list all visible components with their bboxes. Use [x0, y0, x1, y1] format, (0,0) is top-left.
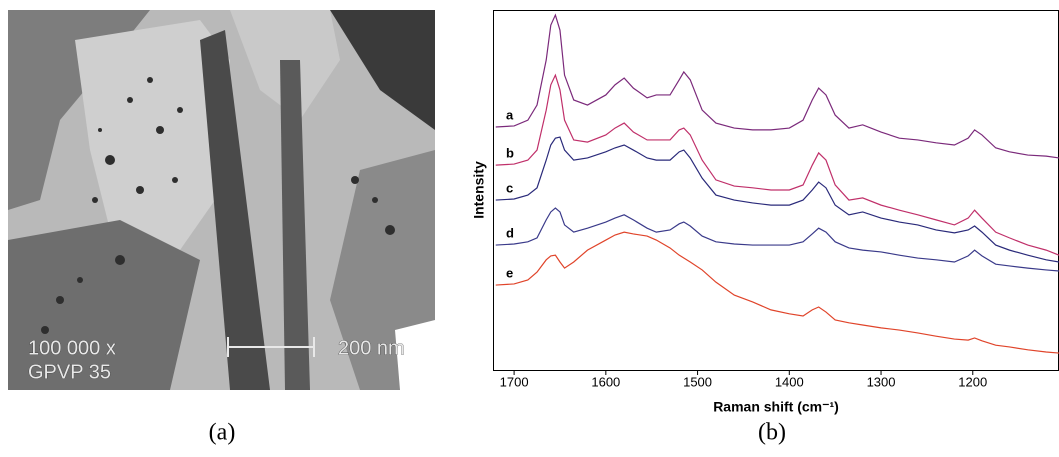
x-tick-label: 1700: [500, 374, 529, 389]
series-label: a: [506, 107, 514, 122]
spectrum-line: [495, 13, 1059, 159]
x-axis-label: Raman shift (cm⁻¹): [713, 399, 839, 415]
image-region: [8, 10, 150, 210]
spectrum-line: [495, 73, 1059, 256]
series-label: e: [506, 265, 513, 280]
image-fold: [200, 30, 270, 390]
x-tick-label: 1500: [683, 374, 712, 389]
scale-bar-label: 200 nm: [338, 337, 405, 359]
tem-image: 100 000 x GPVP 35 200 nm: [8, 10, 435, 390]
image-region: [75, 20, 230, 250]
series-label: c: [506, 181, 513, 196]
x-tick-label: 1300: [867, 374, 896, 389]
caption: (b): [758, 420, 786, 446]
spectrum-line: [495, 231, 1059, 354]
image-particles: [41, 77, 395, 334]
image-region: [395, 320, 435, 390]
image-region: [330, 10, 435, 130]
spectrum-line: [495, 207, 1059, 272]
sample-name: GPVP 35: [28, 361, 111, 383]
y-axis-label: Intensity: [471, 161, 487, 219]
x-tick-label: 1400: [775, 374, 804, 389]
series-label: d: [506, 226, 514, 241]
x-tick-label: 1200: [958, 374, 987, 389]
spectrum-line: [495, 136, 1059, 263]
magnification: 100 000 x: [28, 337, 116, 359]
caption: (a): [209, 420, 236, 446]
x-tick-label: 1600: [591, 374, 620, 389]
series-label: b: [506, 146, 514, 161]
image-fold: [280, 60, 310, 390]
image-region: [8, 220, 200, 390]
